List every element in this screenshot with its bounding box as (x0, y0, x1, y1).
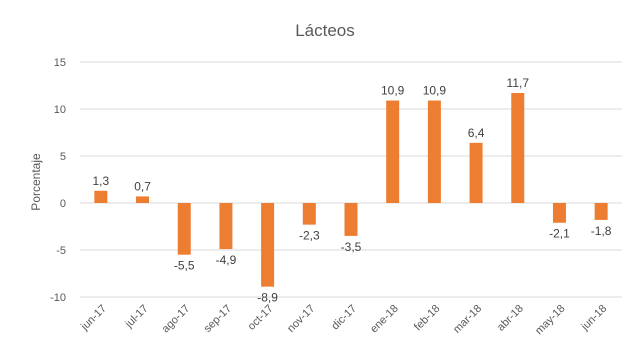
y-axis-ticks: 15 10 5 0 -5 -10 (50, 57, 66, 304)
data-label-abr-18: 11,7 (507, 76, 530, 90)
bar-jul-17 (136, 196, 150, 203)
x-tick-label-may-18: may-18 (533, 303, 567, 337)
data-label-jul-17: 0,7 (134, 179, 151, 193)
x-tick-label-nov-17: nov-17 (285, 303, 317, 335)
data-label-nov-17: -2,3 (299, 229, 320, 243)
x-axis-ticks: jun-17 jul-17 ago-17 sep-17 oct-17 nov-17 dic-… (78, 303, 609, 337)
bar-sep-17 (219, 203, 233, 250)
x-tick-label-oct-17: oct-17 (246, 303, 276, 333)
data-label-feb-18: 10,9 (423, 84, 447, 98)
y-tick-label: 10 (54, 104, 66, 116)
data-label-may-18: -2,1 (549, 227, 570, 241)
x-tick-label-sep-17: sep-17 (202, 303, 234, 335)
bars (94, 93, 608, 287)
x-tick-label-jun-18: jun-18 (578, 303, 609, 334)
data-label-sep-17: -4,9 (216, 253, 237, 267)
data-label-mar-18: 6,4 (468, 126, 485, 140)
bar-oct-17 (261, 203, 275, 287)
bar-abr-18 (511, 93, 525, 203)
data-label-oct-17: -8,9 (257, 291, 278, 305)
bar-feb-18 (427, 100, 441, 203)
bar-nov-17 (302, 203, 316, 225)
bar-dic-17 (344, 203, 358, 236)
gridlines (80, 61, 622, 298)
data-label-dic-17: -3,5 (341, 240, 362, 254)
bar-jun-18 (594, 203, 608, 220)
x-tick-label-abr-18: abr-18 (495, 303, 526, 334)
y-tick-label: 5 (60, 151, 66, 163)
chart-title: Lácteos (295, 21, 355, 40)
y-tick-label: 0 (60, 198, 66, 210)
data-label-ago-17: -5,5 (174, 259, 195, 273)
x-tick-label-feb-18: feb-18 (412, 303, 443, 334)
data-label-jun-18: -1,8 (591, 224, 612, 238)
bar-mar-18 (469, 142, 483, 203)
bar-ene-18 (386, 100, 400, 203)
data-labels: 1,3 0,7 -5,5 -4,9 -8,9 -2,3 -3,5 10,9 10,9 6,4 11,… (93, 76, 612, 305)
y-axis-label: Porcentaje (29, 153, 43, 211)
y-tick-label: -10 (50, 292, 66, 304)
x-tick-label-mar-18: mar-18 (451, 303, 484, 336)
bar-ago-17 (177, 203, 191, 255)
bar-may-18 (552, 203, 566, 223)
data-label-jun-17: 1,3 (93, 174, 110, 188)
bar-jun-17 (94, 190, 108, 203)
x-tick-label-dic-17: dic-17 (329, 303, 359, 333)
x-tick-label-ene-18: ene-18 (368, 303, 401, 336)
x-tick-label-ago-17: ago-17 (160, 303, 193, 336)
x-tick-label-jun-17: jun-17 (78, 303, 109, 334)
y-tick-label: -5 (56, 245, 66, 257)
y-tick-label: 15 (54, 57, 66, 69)
x-tick-label-jul-17: jul-17 (122, 303, 150, 331)
data-label-ene-18: 10,9 (381, 84, 405, 98)
